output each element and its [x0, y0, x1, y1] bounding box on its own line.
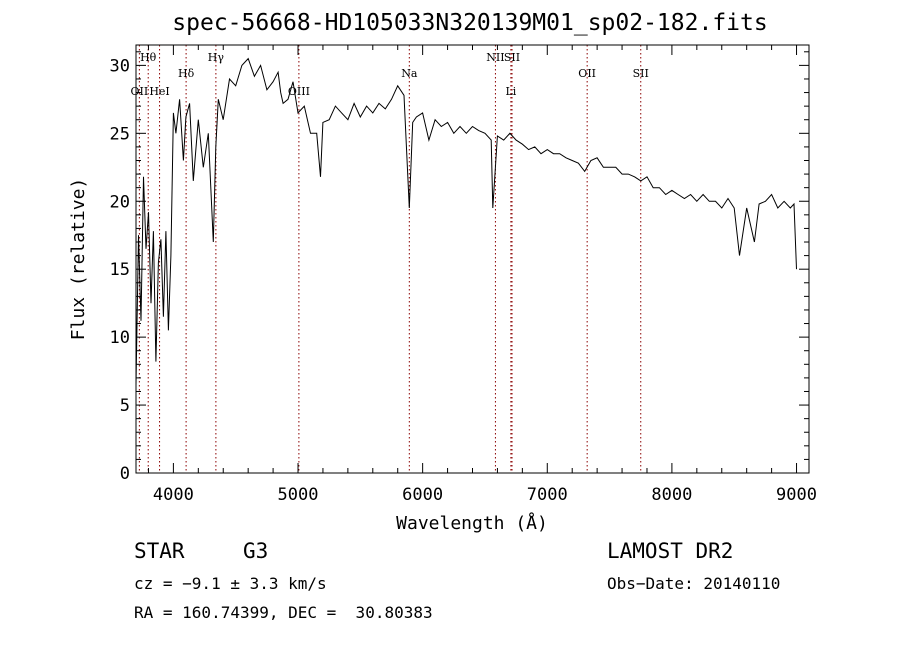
- y-tick-label: 5: [120, 396, 130, 416]
- spectrum-line: [135, 57, 797, 385]
- spectral-line-label: SII: [633, 67, 649, 80]
- spectral-line-label: Na: [401, 67, 418, 80]
- spectral-line-label: Hδ: [178, 67, 195, 80]
- spectral-line-label: HeI: [149, 85, 169, 98]
- x-tick-label: 7000: [527, 485, 568, 505]
- y-tick-label: 10: [110, 328, 130, 348]
- y-axis-ticks: 0 5 10 15 20 25 30: [110, 51, 809, 484]
- y-tick-label: 30: [110, 56, 130, 76]
- y-tick-label: 0: [120, 464, 130, 484]
- spectral-line-label: OIII: [288, 85, 310, 98]
- observation-date: Obs−Date: 20140110: [607, 574, 781, 593]
- spectral-line-label: Hθ: [140, 51, 157, 64]
- y-tick-label: 20: [110, 192, 130, 212]
- survey-name: LAMOST DR2: [607, 539, 734, 563]
- x-tick-label: 4000: [153, 485, 194, 505]
- spectral-line-label: Hγ: [208, 51, 225, 64]
- y-axis-label: Flux (relative): [68, 178, 89, 341]
- spectral-line-label: Li: [505, 85, 516, 98]
- spectral-line-label: SII: [504, 51, 520, 64]
- x-axis-label: Wavelength (Å): [396, 512, 548, 534]
- spectral-line-label: OII: [578, 67, 596, 80]
- y-tick-label: 15: [110, 260, 130, 280]
- object-subclass: G3: [243, 539, 269, 563]
- x-axis-ticks: 4000 5000 6000 7000 8000 9000: [147, 45, 817, 505]
- redshift-value: cz = −9.1 ± 3.3 km/s: [134, 574, 327, 593]
- x-tick-label: 5000: [278, 485, 319, 505]
- x-tick-label: 9000: [776, 485, 817, 505]
- x-tick-label: 8000: [651, 485, 692, 505]
- plot-frame: [135, 44, 810, 474]
- coordinates: RA = 160.74399, DEC = 30.80383: [134, 603, 433, 622]
- spectral-line-label: NII: [486, 51, 504, 64]
- chart-title: spec-56668-HD105033N320139M01_sp02-182.f…: [172, 10, 767, 36]
- y-tick-label: 25: [110, 124, 130, 144]
- object-class: STAR: [134, 539, 185, 563]
- spectral-line-label: OII: [131, 85, 149, 98]
- x-tick-label: 6000: [402, 485, 443, 505]
